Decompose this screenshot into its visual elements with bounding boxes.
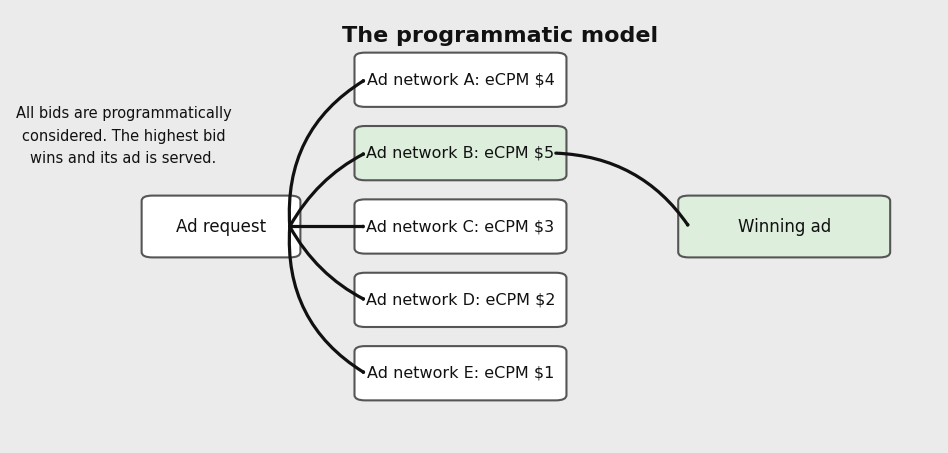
Text: Ad network A: eCPM $4: Ad network A: eCPM $4 xyxy=(367,72,555,87)
Text: All bids are programmatically
considered. The highest bid
wins and its ad is ser: All bids are programmatically considered… xyxy=(15,106,231,166)
Text: Ad network C: eCPM $3: Ad network C: eCPM $3 xyxy=(367,219,555,234)
FancyBboxPatch shape xyxy=(355,273,567,327)
Text: Ad network B: eCPM $5: Ad network B: eCPM $5 xyxy=(367,145,555,161)
Text: The programmatic model: The programmatic model xyxy=(342,26,659,46)
Text: Ad network D: eCPM $2: Ad network D: eCPM $2 xyxy=(366,292,556,308)
Text: Winning ad: Winning ad xyxy=(738,217,830,236)
FancyBboxPatch shape xyxy=(355,199,567,254)
Text: Ad request: Ad request xyxy=(176,217,266,236)
FancyBboxPatch shape xyxy=(355,53,567,107)
Text: Ad network E: eCPM $1: Ad network E: eCPM $1 xyxy=(367,366,555,381)
FancyBboxPatch shape xyxy=(141,196,301,257)
FancyBboxPatch shape xyxy=(678,196,890,257)
FancyBboxPatch shape xyxy=(355,126,567,180)
FancyBboxPatch shape xyxy=(355,346,567,400)
